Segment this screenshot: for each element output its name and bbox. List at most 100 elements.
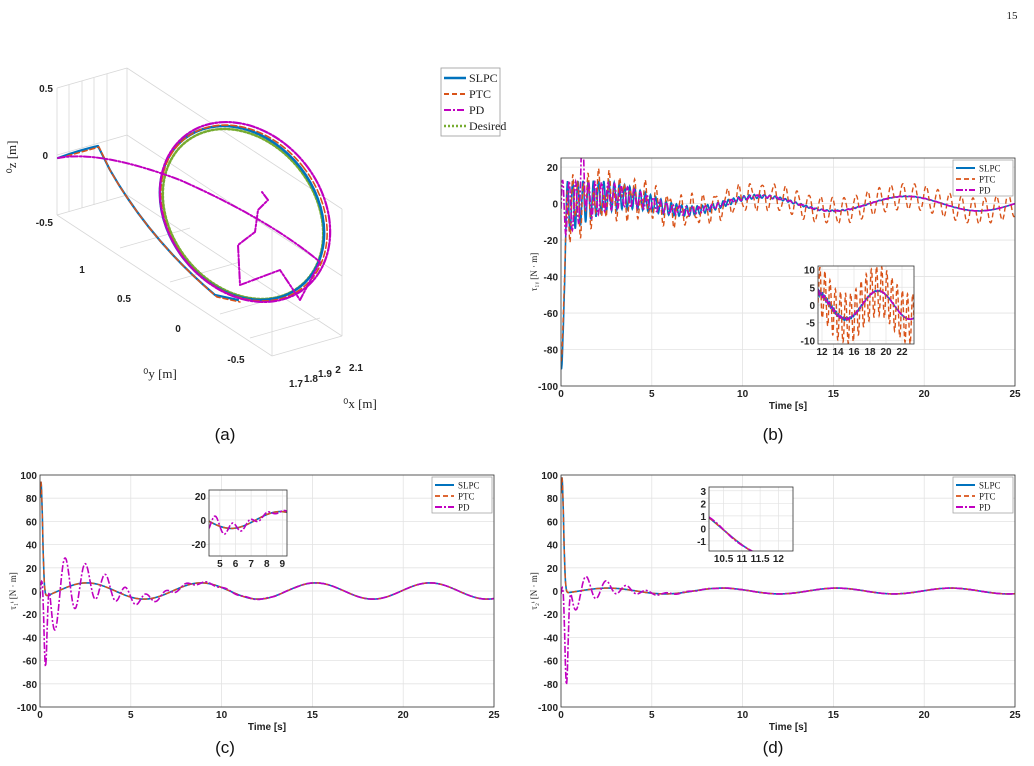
a-y-tick: 0 [175, 324, 181, 335]
c-y-tick: -20 [23, 610, 38, 621]
c-inset-box [208, 489, 288, 557]
d-inset: 10.5 11 11.5 12 32 10 -1 [697, 486, 794, 565]
c-y-tick: 0 [31, 587, 37, 598]
c-inset-y-tick: 20 [195, 492, 207, 503]
d-x-tick: 15 [828, 710, 840, 721]
b-x-tick: 10 [737, 389, 749, 400]
d-inset-x-tick: 12 [773, 554, 785, 565]
a-legend-label: SLPC [469, 71, 498, 85]
c-legend-label: SLPC [458, 481, 480, 491]
d-x-tick: 20 [919, 710, 931, 721]
b-inset-series-pd [818, 289, 914, 321]
b-series-ptc [561, 168, 1015, 362]
d-y-tick: -80 [544, 680, 559, 691]
d-series-ptc [561, 477, 1015, 595]
c-inset: 5 6 7 8 9 20 0 -20 [192, 489, 288, 570]
b-inset-y-tick: 5 [809, 283, 815, 294]
d-inset-x-tick: 11.5 [751, 554, 770, 565]
c-x-tick: 0 [37, 710, 43, 721]
c-x-tick: 15 [307, 710, 319, 721]
b-x-axis-label: Time [s] [769, 401, 807, 412]
c-series-pd [40, 557, 494, 667]
d-y-tick: 60 [547, 517, 559, 528]
b-inset-y-tick: -10 [801, 336, 816, 347]
b-y-tick: -40 [544, 273, 559, 284]
panel-d-plot: 0 5 10 15 20 25100806040200-20-40-60-80-100Ti… [529, 471, 1021, 733]
d-inset-series-pd [709, 516, 754, 551]
d-x-tick: 0 [558, 710, 564, 721]
c-y-tick: 100 [20, 471, 37, 482]
d-axes-box [560, 474, 1016, 708]
panel-a-3d-grid [56, 67, 343, 357]
c-series-group [40, 481, 494, 667]
c-axes-box [39, 474, 495, 708]
a-x-tick: 2.1 [349, 363, 363, 374]
c-inset-area [209, 490, 287, 556]
b-x-tick: 25 [1009, 389, 1021, 400]
a-y-tick: 0.5 [117, 294, 131, 305]
b-inset-series-ptc [818, 266, 914, 344]
d-inset-y-tick: 3 [700, 487, 706, 498]
a-x-tick: 1.7 [289, 379, 303, 390]
panel-c-plot: 0 5 10 15 20 25100806040200-20-40-60-80-100Ti… [8, 471, 500, 733]
a-x-tick: 1.8 [304, 374, 318, 385]
d-series-pd [561, 575, 1015, 685]
d-x-tick: 5 [649, 710, 655, 721]
d-inset-y-tick: 0 [700, 524, 706, 535]
b-inset: 12 14 16 18 20 22 10 5 0 -5 -10 [801, 265, 915, 358]
caption-d: (d) [763, 738, 784, 757]
a-z-axis-label: ⁰z [m] [4, 140, 19, 173]
b-inset-box [817, 265, 915, 345]
panel-a-3d-plot: 0.5 0 -0.5 1 0.5 0 -0.5 1.7 1.8 1.9 2 2.… [4, 67, 506, 411]
c-y-tick: 20 [26, 564, 38, 575]
c-y-axis-label: τ₁ᶤ [N · m] [8, 572, 18, 609]
c-x-tick: 25 [488, 710, 500, 721]
a-z-tick: 0 [42, 151, 48, 162]
caption-a: (a) [215, 425, 236, 444]
c-y-tick: 80 [26, 494, 38, 505]
caption-c: (c) [215, 738, 235, 757]
d-y-tick: 40 [547, 541, 559, 552]
b-legend-label: SLPC [979, 164, 1001, 174]
b-legend-label: PTC [979, 175, 996, 185]
d-legend-label: PD [979, 503, 991, 513]
b-inset-x-tick: 22 [896, 347, 908, 358]
b-series-pd [561, 158, 1015, 238]
b-series-group [561, 158, 1015, 370]
c-inset-y-tick: -20 [192, 540, 207, 551]
d-legend-label: SLPC [979, 481, 1001, 491]
d-x-tick: 10 [737, 710, 749, 721]
a-x-axis-label: ⁰x [m] [343, 396, 377, 411]
c-inset-series-pd [209, 509, 287, 535]
a-ptc-approach [58, 146, 241, 303]
b-y-tick: -100 [538, 382, 558, 393]
a-z-tick: -0.5 [36, 218, 54, 229]
d-y-tick: -100 [538, 703, 558, 714]
d-x-axis-label: Time [s] [769, 722, 807, 733]
d-inset-y-tick: 2 [700, 499, 706, 510]
d-y-tick: 0 [552, 587, 558, 598]
c-y-tick: -60 [23, 657, 38, 668]
b-y-tick: 0 [552, 200, 558, 211]
d-y-tick: 80 [547, 494, 559, 505]
page-number: 15 [1007, 10, 1019, 22]
b-inset-y-tick: -5 [806, 319, 815, 330]
a-legend-label: PTC [469, 87, 491, 101]
d-x-tick: 25 [1009, 710, 1021, 721]
c-y-tick: -80 [23, 680, 38, 691]
d-legend-label: PTC [979, 492, 996, 502]
a-legend-box [440, 67, 501, 137]
b-inset-y-tick: 0 [809, 301, 815, 312]
c-inset-series-group [209, 509, 287, 535]
d-y-tick: -60 [544, 657, 559, 668]
b-inset-x-tick: 20 [880, 347, 892, 358]
d-series-group [561, 477, 1015, 685]
a-legend-label: PD [469, 103, 485, 117]
b-x-tick: 20 [919, 389, 931, 400]
d-inset-x-tick: 10.5 [714, 554, 734, 565]
c-x-tick: 5 [128, 710, 134, 721]
